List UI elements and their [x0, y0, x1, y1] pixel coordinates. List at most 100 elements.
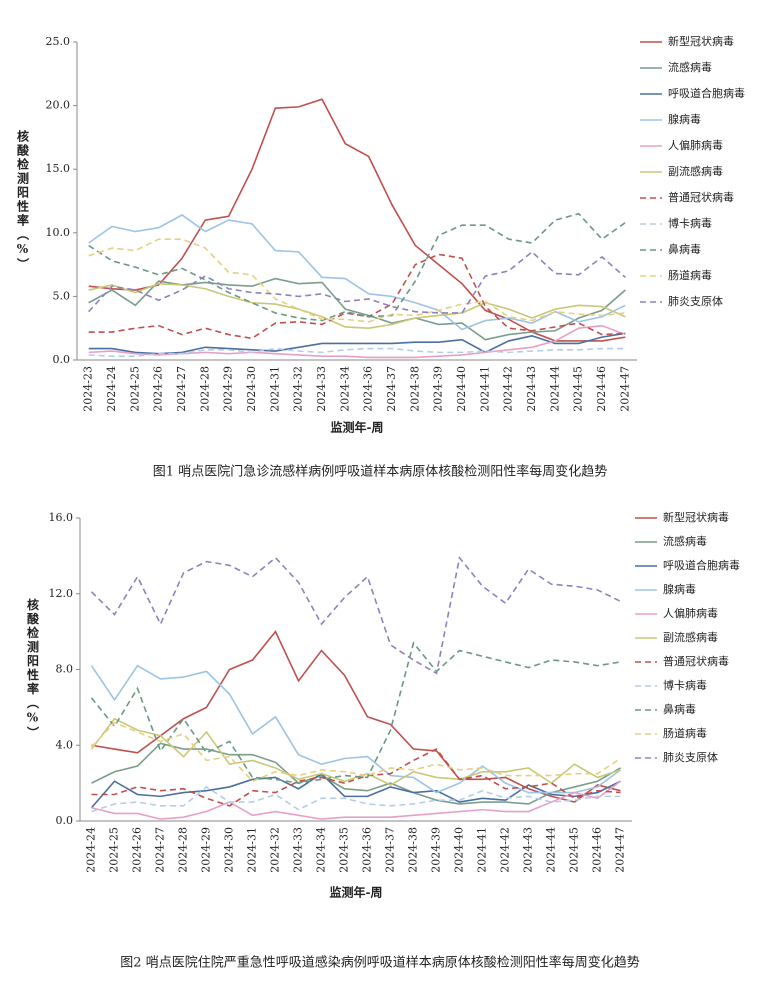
- series-line: [91, 630, 621, 803]
- x-tick-label: 2024-29: [222, 366, 235, 412]
- x-tick-label: 2024-40: [453, 827, 466, 873]
- series-line: [90, 555, 621, 675]
- x-tick-label: 2024-24: [105, 366, 118, 412]
- x-tick-label: 2024-25: [108, 827, 121, 873]
- series-line: [88, 214, 626, 331]
- legend-label: 人偏肺病毒: [663, 606, 718, 620]
- x-tick-label: 2024-31: [268, 366, 281, 412]
- series-line: [88, 250, 626, 314]
- legend-label: 新型冠状病毒: [668, 34, 734, 48]
- y-tick-label: 0.0: [56, 814, 74, 827]
- x-tick-label: 2024-30: [245, 366, 258, 412]
- x-tick-label: 2024-44: [548, 366, 561, 412]
- x-tick-label: 2024-43: [522, 827, 535, 873]
- y-tick-label: 12.0: [49, 587, 74, 600]
- series-line: [88, 212, 626, 322]
- y-tick-label: 4.0: [56, 738, 74, 751]
- y-tick-label: 15.0: [46, 162, 71, 175]
- x-tick-label: 2024-35: [338, 827, 351, 873]
- legend-label: 副流感病毒: [668, 164, 723, 178]
- series-line: [90, 772, 621, 809]
- chart-caption: 图1 哨点医院门急诊流感样病例呼吸道样本病原体核酸检测阳性率每周变化趋势: [153, 464, 607, 480]
- y-tick-label: 20.0: [46, 99, 71, 112]
- x-tick-label: 2024-29: [200, 827, 213, 873]
- legend-label: 肠道病毒: [668, 268, 712, 282]
- legend-label: 人偏肺病毒: [668, 138, 723, 152]
- y-axis-label: 核酸检测阳性率（%）: [16, 129, 30, 272]
- y-tick-label: 25.0: [46, 35, 71, 48]
- y-tick-label: 0.0: [53, 353, 71, 366]
- series-line: [88, 253, 626, 340]
- x-tick-label: 2024-44: [545, 827, 558, 873]
- y-tick-label: 5.0: [53, 289, 71, 302]
- legend-label: 呼吸道合胞病毒: [668, 86, 745, 100]
- x-tick-label: 2024-27: [154, 827, 167, 873]
- x-tick-label: 2024-33: [315, 366, 328, 412]
- x-tick-label: 2024-37: [384, 827, 397, 873]
- x-tick-label: 2024-27: [175, 366, 188, 412]
- legend-label: 肺炎支原体: [668, 294, 723, 308]
- x-tick-label: 2024-26: [152, 366, 165, 412]
- series-line: [88, 98, 626, 342]
- series-line: [91, 780, 621, 820]
- x-tick-label: 2024-41: [476, 827, 489, 873]
- x-tick-label: 2024-31: [246, 827, 259, 873]
- x-tick-label: 2024-46: [591, 827, 604, 873]
- x-tick-label: 2024-36: [362, 366, 375, 412]
- series-line: [90, 717, 621, 786]
- x-tick-label: 2024-39: [432, 366, 445, 412]
- x-tick-label: 2024-34: [338, 366, 351, 412]
- x-tick-label: 2024-41: [478, 366, 491, 412]
- x-tick-label: 2024-28: [177, 827, 190, 873]
- legend-label: 流感病毒: [663, 534, 707, 548]
- legend-label: 流感病毒: [668, 60, 712, 74]
- x-tick-label: 2024-33: [292, 827, 305, 873]
- legend-label: 新型冠状病毒: [663, 510, 729, 524]
- legend-label: 腺病毒: [668, 112, 701, 126]
- legend-label: 博卡病毒: [663, 678, 707, 692]
- x-tick-label: 2024-32: [292, 366, 305, 412]
- x-tick-label: 2024-45: [572, 366, 585, 412]
- x-tick-label: 2024-23: [82, 366, 95, 412]
- legend-label: 鼻病毒: [663, 702, 696, 716]
- x-tick-label: 2024-24: [85, 827, 98, 873]
- series-line: [88, 332, 626, 355]
- legend-label: 普通冠状病毒: [663, 654, 729, 668]
- x-tick-label: 2024-38: [407, 827, 420, 873]
- x-tick-label: 2024-36: [361, 827, 374, 873]
- x-tick-label: 2024-38: [408, 366, 421, 412]
- x-tick-label: 2024-42: [499, 827, 512, 873]
- x-tick-label: 2024-47: [614, 827, 627, 873]
- x-tick-label: 2024-43: [525, 366, 538, 412]
- legend-label: 腺病毒: [663, 582, 696, 596]
- x-tick-label: 2024-39: [430, 827, 443, 873]
- series-line: [90, 721, 621, 783]
- legend-label: 呼吸道合胞病毒: [663, 558, 740, 572]
- legend-label: 肠道病毒: [663, 726, 707, 740]
- series-line: [90, 664, 621, 794]
- series-line: [88, 324, 626, 359]
- x-axis-label: 监测年-周: [330, 885, 383, 900]
- legend-label: 普通冠状病毒: [668, 190, 734, 204]
- x-axis-label: 监测年-周: [331, 420, 384, 435]
- legend-label: 博卡病毒: [668, 216, 712, 230]
- legend-label: 副流感病毒: [663, 630, 718, 644]
- x-tick-label: 2024-34: [315, 827, 328, 873]
- x-tick-label: 2024-37: [385, 366, 398, 412]
- y-tick-label: 8.0: [56, 663, 74, 676]
- chart-caption: 图2 哨点医院住院严重急性呼吸道感染病例呼吸道样本病原体核酸检测阳性率每周变化趋…: [120, 955, 639, 971]
- x-tick-label: 2024-42: [502, 366, 515, 412]
- x-tick-label: 2024-32: [269, 827, 282, 873]
- x-tick-label: 2024-47: [618, 366, 631, 412]
- series-line: [91, 742, 621, 805]
- x-tick-label: 2024-28: [198, 366, 211, 412]
- y-axis-label: 核酸检测阳性率（%）: [26, 597, 40, 740]
- legend-label: 鼻病毒: [668, 242, 701, 256]
- x-tick-label: 2024-26: [131, 827, 144, 873]
- series-line: [91, 748, 621, 807]
- y-tick-label: 16.0: [49, 511, 74, 524]
- series-line: [90, 641, 621, 784]
- x-tick-label: 2024-45: [568, 827, 581, 873]
- series-line: [88, 238, 626, 323]
